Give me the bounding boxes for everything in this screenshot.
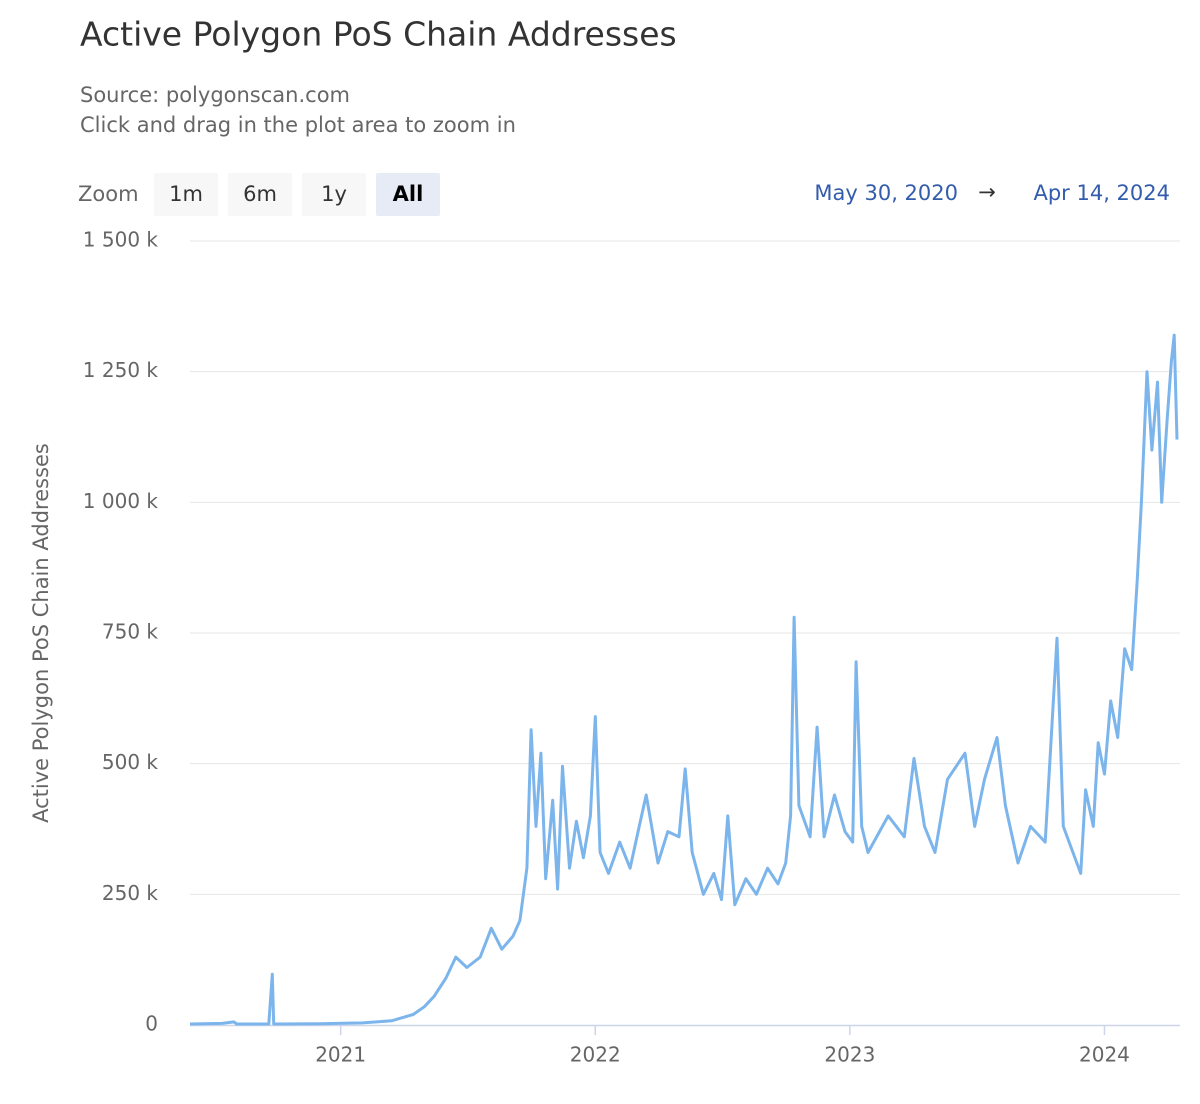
zoom-button-label[interactable]: 1m [169,182,203,206]
zoom-button[interactable] [302,173,366,216]
y-tick-label: 0 [145,1012,158,1036]
y-tick-label: 750 k [102,620,159,644]
y-tick-label: 1 000 k [83,489,159,513]
x-tick-label: 2021 [315,1043,366,1067]
zoom-button[interactable] [228,173,292,216]
zoom-label: Zoom [78,182,139,206]
y-tick-label: 1 250 k [83,358,159,382]
y-axis-title: Active Polygon PoS Chain Addresses [29,443,53,823]
zoom-button[interactable] [376,173,440,216]
x-tick-label: 2022 [570,1043,621,1067]
y-tick-label: 500 k [102,750,159,774]
chart-caption: Click and drag in the plot area to zoom … [80,113,516,137]
data-line [189,333,1179,1026]
y-tick-label: 250 k [102,881,159,905]
y-tick-label: 1 500 k [83,228,159,252]
chart-subtitle: Source: polygonscan.com [80,83,350,107]
x-tick-label: 2023 [824,1043,875,1067]
zoom-button[interactable] [154,173,218,216]
range-from[interactable]: May 30, 2020 [814,181,958,205]
zoom-button-label[interactable]: All [393,182,424,206]
zoom-button-label[interactable]: 6m [243,182,277,206]
chart-title: Active Polygon PoS Chain Addresses [80,15,677,54]
range-to[interactable]: Apr 14, 2024 [1033,181,1170,205]
zoom-button-label[interactable]: 1y [321,182,347,206]
x-tick-label: 2024 [1079,1043,1130,1067]
range-separator: → [978,180,996,204]
